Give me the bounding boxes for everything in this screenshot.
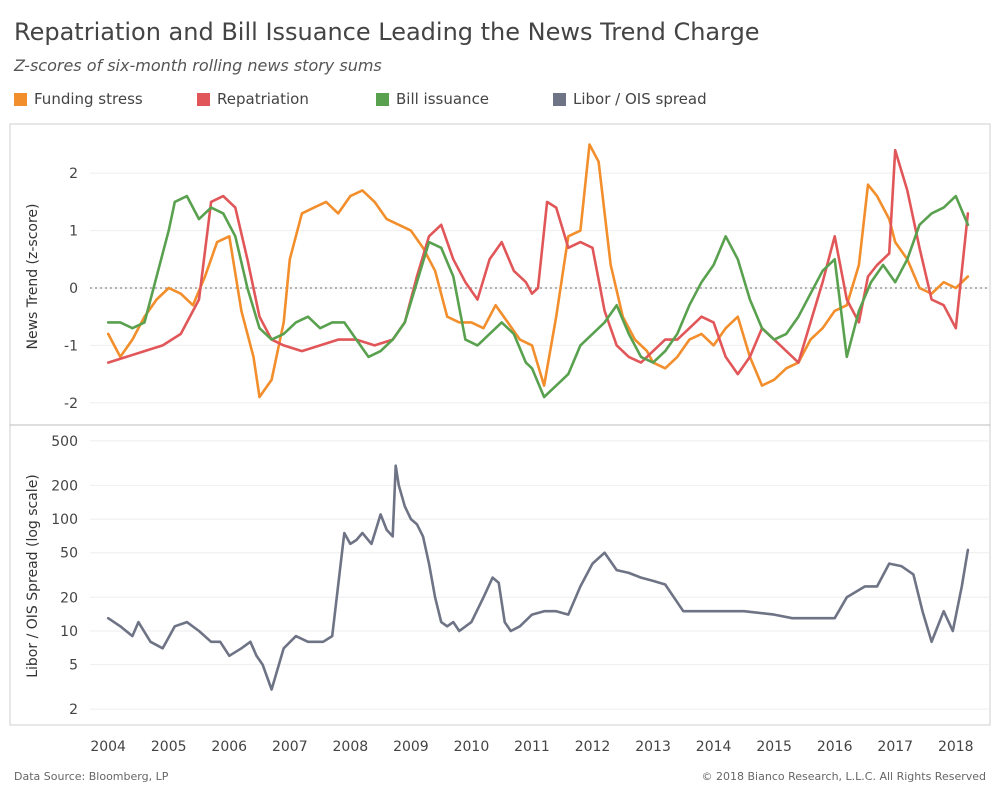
x-tick-label: 2014 xyxy=(696,739,732,755)
x-tick-label: 2006 xyxy=(211,739,247,755)
legend-item-funding-stress[interactable]: Funding stress xyxy=(14,90,143,108)
y-tick-label: 20 xyxy=(60,590,78,606)
series-line-funding-stress xyxy=(106,143,970,399)
y-tick-label: -2 xyxy=(64,396,78,412)
chart-frame xyxy=(9,123,991,726)
y-tick-label: -1 xyxy=(64,338,78,354)
y-tick-label: 2 xyxy=(69,166,78,182)
top-series-lines xyxy=(106,143,970,399)
series-line-bill-issuance xyxy=(106,194,970,399)
legend-swatch xyxy=(14,92,27,106)
x-tick-label: 2009 xyxy=(393,739,429,755)
x-tick-label: 2010 xyxy=(454,739,490,755)
y-axis-title: News Trend (z-score) xyxy=(25,204,41,350)
y-tick-label: 500 xyxy=(51,434,78,450)
legend-label: Repatriation xyxy=(217,90,309,108)
chart-title: Repatriation and Bill Issuance Leading t… xyxy=(14,18,760,46)
x-tick-label: 2015 xyxy=(756,739,792,755)
legend-item-libor-ois-spread[interactable]: Libor / OIS spread xyxy=(553,90,707,108)
copyright: © 2018 Bianco Research, L.L.C. All Right… xyxy=(701,770,986,783)
legend-label: Funding stress xyxy=(34,90,143,108)
legend-item-repatriation[interactable]: Repatriation xyxy=(197,90,309,108)
chart-subtitle: Z-scores of six-month rolling news story… xyxy=(14,56,382,75)
legend-swatch xyxy=(197,92,210,106)
x-tick-label: 2013 xyxy=(635,739,671,755)
x-tick-label: 2016 xyxy=(817,739,853,755)
data-source: Data Source: Bloomberg, LP xyxy=(14,770,169,783)
x-tick-label: 2011 xyxy=(514,739,550,755)
legend-swatch xyxy=(376,92,389,106)
bottom-series-lines xyxy=(106,464,970,691)
x-tick-label: 2012 xyxy=(575,739,611,755)
y-tick-label: 10 xyxy=(60,624,78,640)
legend-item-bill-issuance[interactable]: Bill issuance xyxy=(376,90,489,108)
legend-swatch xyxy=(553,92,566,106)
x-tick-label: 2017 xyxy=(877,739,913,755)
legend-label: Bill issuance xyxy=(396,90,490,108)
y-axis-title: Libor / OIS Spread (log scale) xyxy=(25,474,41,678)
y-tick-label: 5 xyxy=(69,658,78,674)
y-tick-label: 1 xyxy=(69,224,78,240)
legend-label: Libor / OIS spread xyxy=(573,90,707,108)
y-tick-label: 0 xyxy=(69,281,78,297)
y-tick-label: 2 xyxy=(69,702,78,718)
y-tick-label: 50 xyxy=(60,546,78,562)
x-tick-label: 2005 xyxy=(151,739,187,755)
x-tick-label: 2008 xyxy=(333,739,369,755)
bottom-gridlines xyxy=(90,440,990,710)
x-tick-label: 2018 xyxy=(938,739,974,755)
legend: Funding stress Repatriation Bill issuanc… xyxy=(14,90,994,112)
y-tick-label: 100 xyxy=(51,512,78,528)
x-tick-label: 2007 xyxy=(272,739,308,755)
x-tick-label: 2004 xyxy=(90,739,126,755)
series-line-repatriation xyxy=(106,148,970,376)
y-tick-label: 200 xyxy=(51,478,78,494)
series-line-libor-ois-spread xyxy=(106,464,970,691)
